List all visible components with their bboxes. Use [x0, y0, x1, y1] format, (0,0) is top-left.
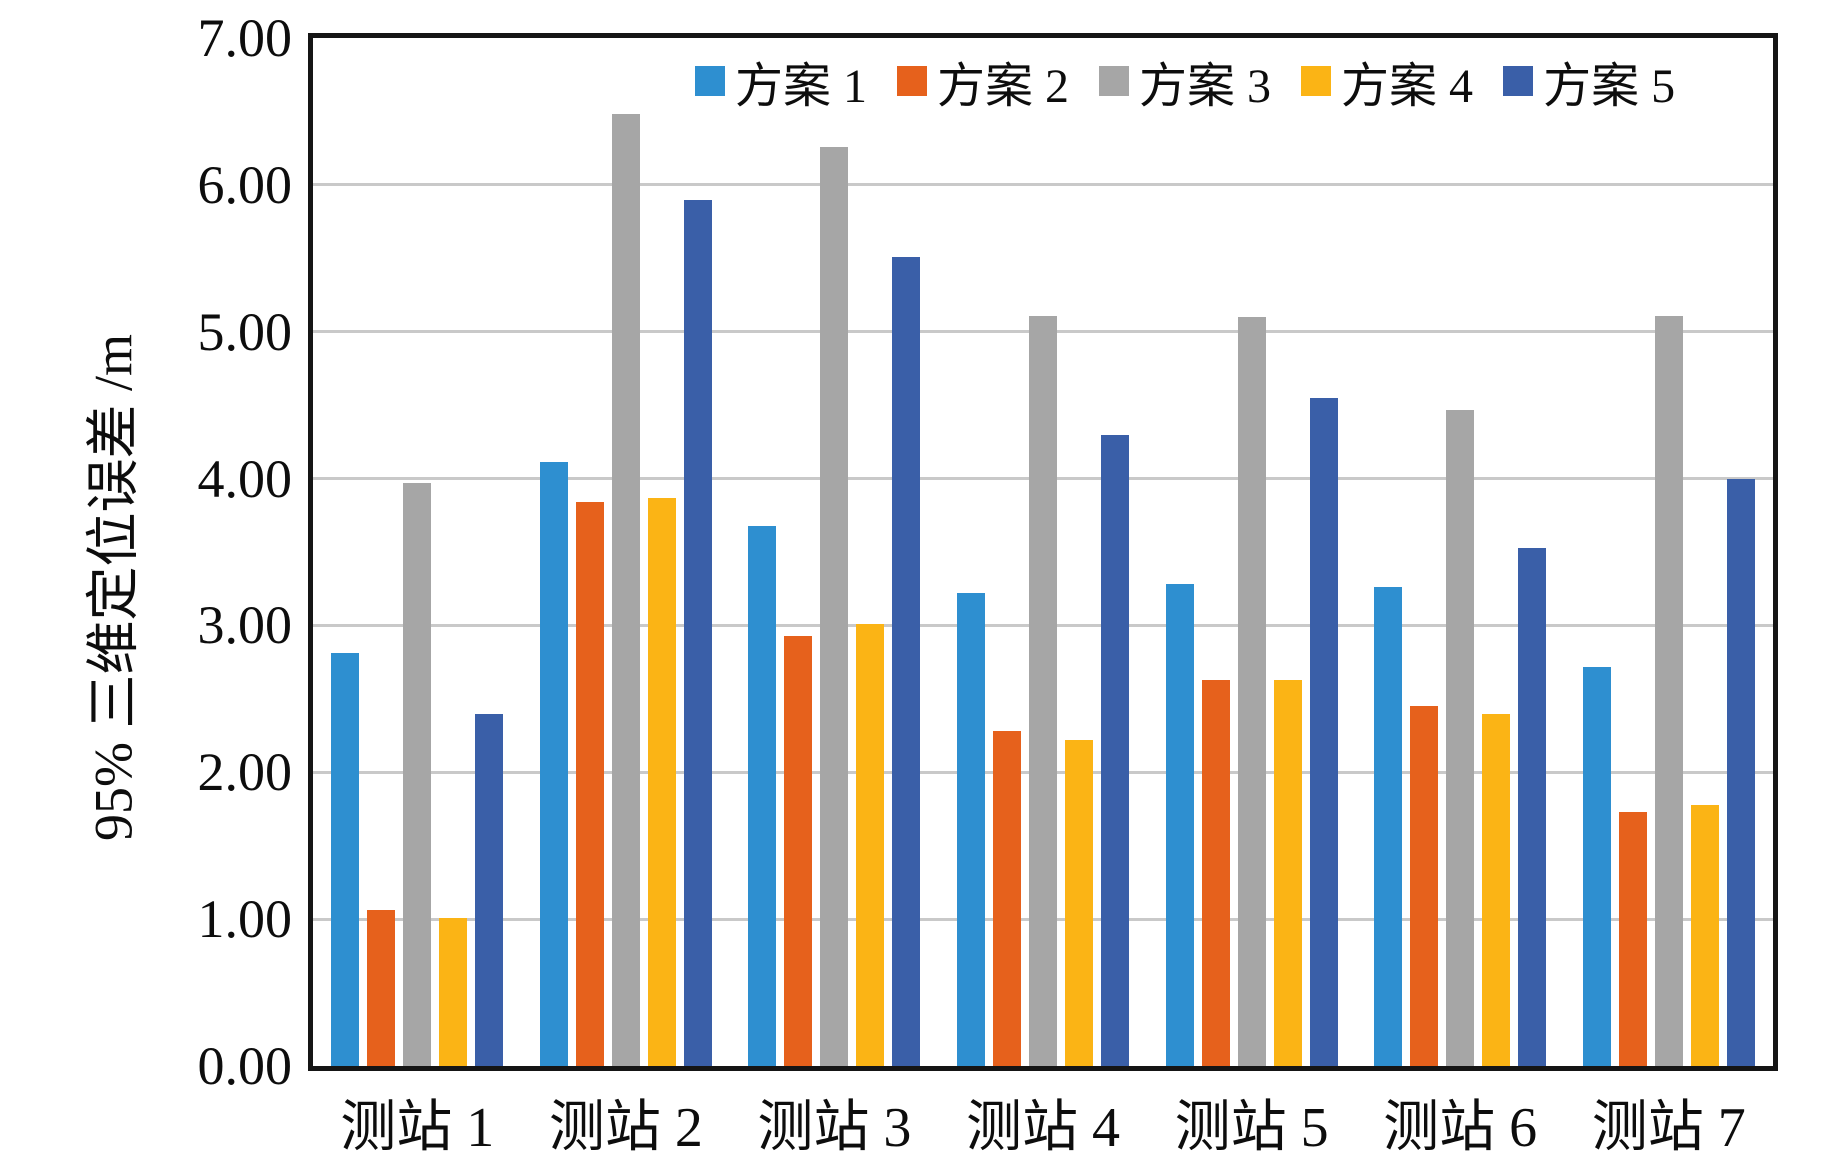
bar-方案 1-测站 5: [1165, 584, 1194, 1066]
legend-label: 方案 5: [1543, 60, 1676, 113]
bar-方案 2-测站 2: [575, 502, 604, 1066]
y-tick-label-2.00: 2.00: [197, 742, 293, 803]
bar-方案 2-测站 5: [1201, 679, 1230, 1066]
bar-方案 4-测站 1: [439, 917, 468, 1066]
bar-方案 5-测站 1: [475, 713, 504, 1066]
bar-方案 1-测站 3: [748, 525, 777, 1066]
x-tick-label-测站 7: 测站 7: [1591, 1097, 1746, 1153]
y-tick-label-6.00: 6.00: [197, 154, 293, 215]
bar-方案 5-测站 3: [892, 256, 921, 1066]
bar-方案 3-测站 7: [1654, 315, 1683, 1066]
legend-item-方案 4: 方案 4: [1301, 46, 1473, 116]
bar-方案 1-测站 7: [1582, 666, 1611, 1066]
y-tick-label-5.00: 5.00: [197, 301, 293, 362]
bar-方案 4-测站 6: [1482, 713, 1511, 1066]
gridline-y-6: [313, 183, 1773, 187]
bar-方案 3-测站 4: [1029, 315, 1057, 1066]
bar-方案 3-测站 2: [611, 114, 640, 1066]
bar-方案 2-测站 6: [1410, 706, 1439, 1066]
legend-swatch-icon: [695, 66, 725, 96]
plot-area: [308, 33, 1778, 1071]
legend-label: 方案 3: [1139, 60, 1272, 113]
bar-方案 1-测站 4: [957, 593, 985, 1066]
legend-swatch-icon: [1503, 66, 1534, 96]
legend-label: 方案 1: [735, 60, 868, 113]
x-tick-label-测站 4: 测站 4: [966, 1097, 1120, 1153]
y-axis-title: 95% 三维定位误差 /m: [83, 334, 144, 841]
bar-方案 5-测站 6: [1518, 547, 1547, 1066]
y-tick-label-3.00: 3.00: [197, 595, 293, 656]
legend-swatch-icon: [1099, 66, 1130, 96]
y-tick-label-4.00: 4.00: [197, 448, 293, 509]
bar-方案 1-测站 6: [1374, 587, 1403, 1066]
legend-item-方案 5: 方案 5: [1503, 46, 1675, 116]
bar-方案 1-测站 2: [539, 462, 568, 1066]
bar-方案 5-测站 2: [683, 199, 712, 1066]
legend-item-方案 1: 方案 1: [695, 46, 867, 116]
bar-方案 2-测站 4: [993, 731, 1021, 1066]
bar-方案 5-测站 4: [1101, 434, 1129, 1066]
y-tick-label-0.00: 0.00: [197, 1036, 293, 1096]
chart-legend: 方案 1 方案 2 方案 3 方案 4 方案 5: [695, 46, 1675, 116]
bar-方案 3-测站 3: [820, 146, 849, 1066]
bar-方案 4-测站 7: [1690, 804, 1719, 1066]
bar-方案 4-测站 5: [1273, 679, 1302, 1066]
bar-方案 2-测站 1: [367, 910, 396, 1066]
x-tick-label-测站 6: 测站 6: [1383, 1097, 1538, 1153]
bar-方案 4-测站 4: [1065, 739, 1093, 1066]
bar-方案 2-测站 7: [1618, 811, 1647, 1066]
x-tick-label-测站 3: 测站 3: [757, 1097, 912, 1153]
bar-方案 5-测站 5: [1309, 397, 1338, 1066]
x-tick-label-测站 5: 测站 5: [1174, 1097, 1329, 1153]
bar-方案 4-测站 3: [856, 623, 885, 1066]
x-tick-label-测站 2: 测站 2: [548, 1097, 703, 1153]
bar-方案 5-测站 7: [1726, 478, 1755, 1066]
y-tick-label-7.00: 7.00: [197, 8, 293, 68]
legend-swatch-icon: [1301, 66, 1332, 96]
legend-item-方案 3: 方案 3: [1099, 46, 1271, 116]
bar-方案 1-测站 1: [331, 653, 360, 1066]
legend-swatch-icon: [897, 66, 928, 96]
legend-label: 方案 4: [1341, 60, 1474, 113]
y-tick-label-1.00: 1.00: [197, 889, 293, 950]
legend-item-方案 2: 方案 2: [897, 46, 1069, 116]
bar-方案 3-测站 6: [1446, 409, 1475, 1066]
bar-方案 3-测站 1: [403, 482, 432, 1066]
legend-label: 方案 2: [937, 60, 1070, 113]
bar-方案 4-测站 2: [647, 497, 676, 1066]
bar-方案 3-测站 5: [1237, 317, 1266, 1066]
x-tick-label-测站 1: 测站 1: [340, 1097, 495, 1153]
bar-方案 2-测站 3: [784, 635, 813, 1066]
